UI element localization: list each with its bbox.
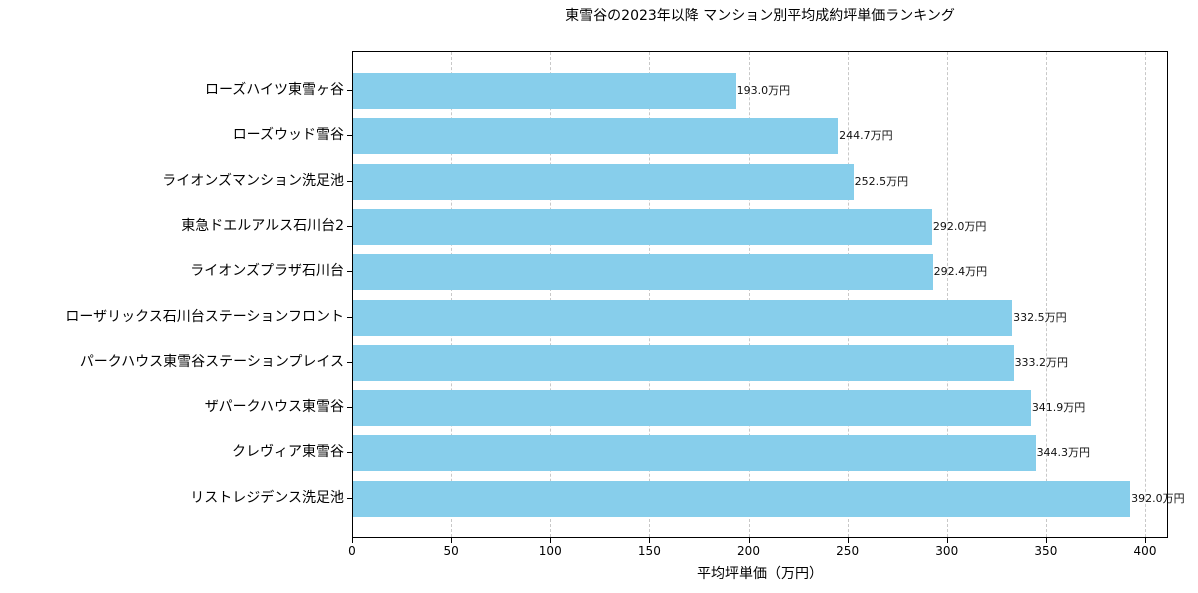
gridline bbox=[1045, 52, 1047, 537]
gridline bbox=[748, 52, 750, 537]
y-tick bbox=[347, 225, 352, 227]
y-category-label: ローザリックス石川台ステーションフロント bbox=[65, 308, 344, 325]
x-tick-label: 50 bbox=[443, 544, 459, 558]
bar-value-label: 332.5万円 bbox=[1013, 310, 1067, 324]
y-tick bbox=[347, 90, 352, 91]
x-tick-label: 150 bbox=[637, 544, 661, 558]
y-category-label: ライオンズプラザ石川台 bbox=[190, 263, 344, 280]
x-tick bbox=[847, 538, 849, 543]
y-category-label: リストレジデンス洗足池 bbox=[190, 489, 344, 506]
bar-value-label: 341.9万円 bbox=[1031, 401, 1086, 415]
y-tick bbox=[347, 361, 352, 363]
bar-value-label: 292.0万円 bbox=[932, 219, 987, 233]
bar bbox=[353, 118, 839, 155]
gridline bbox=[946, 52, 948, 537]
bar bbox=[353, 435, 1036, 472]
gridline bbox=[847, 52, 849, 537]
x-tick-label: 400 bbox=[1133, 544, 1157, 558]
y-category-label: ローズハイツ東雪ヶ谷 bbox=[204, 82, 344, 98]
bar bbox=[353, 299, 1013, 336]
x-tick-label: 100 bbox=[538, 544, 562, 558]
x-tick-label: 0 bbox=[348, 544, 356, 558]
x-tick bbox=[946, 538, 948, 543]
y-tick bbox=[347, 135, 352, 137]
x-axis-label: 平均坪単価（万円） bbox=[697, 566, 823, 582]
chart-title: 東雪谷の2023年以降 マンション別平均成約坪単価ランキング bbox=[565, 8, 955, 24]
y-tick bbox=[347, 180, 352, 182]
bar bbox=[353, 254, 933, 291]
bar-value-label: 193.0万円 bbox=[736, 84, 791, 97]
y-category-label: ローズウッド雪谷 bbox=[232, 127, 344, 144]
y-tick bbox=[347, 497, 352, 499]
gridline bbox=[550, 52, 552, 537]
x-tick bbox=[1145, 538, 1146, 543]
x-tick bbox=[1045, 538, 1047, 543]
x-tick-label: 300 bbox=[935, 544, 959, 558]
bar-value-label: 344.3万円 bbox=[1036, 446, 1091, 460]
bar bbox=[353, 344, 1014, 381]
y-category-label: 東急ドエルアルス石川台2 bbox=[181, 217, 344, 234]
x-tick bbox=[748, 538, 750, 543]
gridline bbox=[1145, 52, 1146, 537]
gridline bbox=[451, 52, 453, 537]
y-category-label: ザパークハウス東雪谷 bbox=[204, 399, 344, 416]
x-tick-label: 250 bbox=[836, 544, 860, 558]
bar bbox=[353, 208, 932, 245]
x-tick-label: 350 bbox=[1034, 544, 1058, 558]
x-tick bbox=[649, 538, 651, 543]
y-tick bbox=[347, 452, 352, 454]
y-tick bbox=[347, 271, 352, 273]
x-tick-label: 200 bbox=[737, 544, 760, 558]
bar-value-label: 244.7万円 bbox=[839, 129, 893, 143]
x-tick bbox=[451, 538, 453, 543]
y-tick bbox=[347, 316, 352, 318]
bar bbox=[353, 480, 1131, 517]
y-category-label: クレヴィア東雪谷 bbox=[232, 444, 344, 461]
bar-value-label: 252.5万円 bbox=[854, 174, 909, 188]
plot-area: 193.0万円 244.7万円 252.5万円 292.0万円 292.4万円 332.5… bbox=[352, 51, 1185, 538]
x-tick bbox=[550, 538, 552, 543]
bar-value-label: 333.2万円 bbox=[1014, 355, 1069, 369]
bar bbox=[353, 390, 1031, 427]
gridline bbox=[649, 52, 651, 537]
y-category-label: ライオンズマンション洗足池 bbox=[162, 172, 344, 189]
bar bbox=[353, 73, 736, 109]
bar-value-label: 392.0万円 bbox=[1131, 491, 1185, 505]
y-category-label: パークハウス東雪谷ステーションプレイス bbox=[79, 353, 344, 370]
x-tick bbox=[352, 538, 353, 543]
bar bbox=[353, 163, 854, 200]
bar-value-label: 292.4万円 bbox=[933, 265, 988, 279]
y-tick bbox=[347, 407, 352, 409]
